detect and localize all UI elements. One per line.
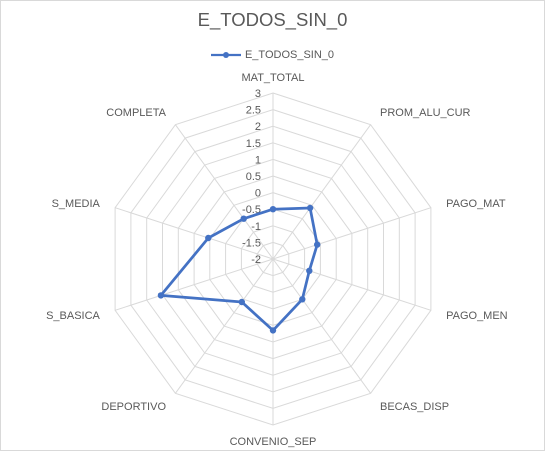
grid-spoke [272,124,372,260]
category-label: MAT_TOTAL [242,72,305,84]
grid-spoke [114,207,274,260]
tick-label: 0.5 [246,171,261,183]
data-point [205,234,212,242]
tick-label: 1 [255,154,261,166]
data-point [238,298,245,306]
data-point [240,215,247,222]
chart-title: E_TODOS_SIN_0 [197,9,348,30]
data-point [314,241,321,248]
tick-label: 0 [255,188,261,200]
data-point [306,204,314,212]
category-label: BECAS_DISP [380,401,449,413]
data-point [306,267,313,274]
tick-label: 3 [255,88,261,100]
category-label: PAGO_MEN [446,310,508,322]
series-line [159,206,319,332]
data-point [157,292,165,299]
category-label: S_MEDIA [52,198,101,210]
tick-label: 2 [255,121,261,133]
legend: E_TODOS_SIN_0 [1,49,544,61]
tick-label: -1 [251,221,261,233]
grid-spoke [272,258,372,394]
tick-label: 1.5 [246,138,261,150]
legend-swatch [210,52,241,58]
data-point [299,296,306,303]
category-label: S_BASICA [46,310,100,322]
grid-spoke [174,258,274,394]
category-label: COMPLETA [106,107,166,119]
data-point [269,206,277,213]
category-label: PAGO_MAT [446,198,506,210]
category-label: PROM_ALU_CUR [380,107,471,119]
grid-spoke [272,207,432,260]
category-label: CONVENIO_SEP [230,436,317,448]
category-label: DEPORTIVO [101,401,166,413]
grid-spoke [114,258,274,311]
legend-label: E_TODOS_SIN_0 [244,49,335,61]
grid-spoke [272,258,432,311]
tick-label: 2.5 [246,105,261,117]
tick-label: -2 [251,254,261,266]
grid-spoke [174,124,274,260]
tick-label: -1.5 [242,237,261,249]
data-point [269,327,277,334]
